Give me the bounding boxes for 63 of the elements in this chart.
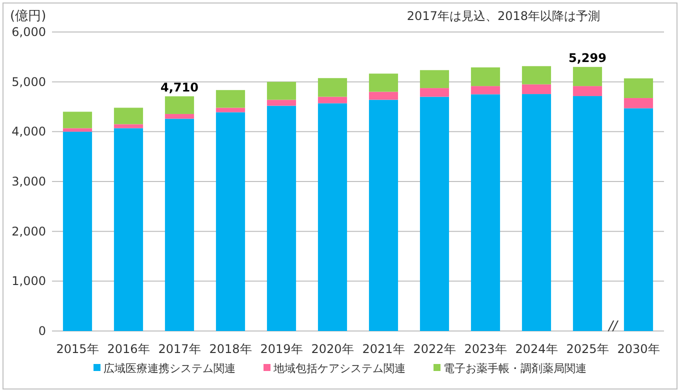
bar [420, 88, 450, 97]
x-tick-label: 2016年 [107, 342, 150, 356]
y-tick-label: 2,000 [12, 224, 46, 238]
y-tick-label: 4,000 [12, 124, 46, 139]
bar [114, 108, 144, 124]
y-tick-label: 1,000 [12, 274, 46, 288]
bar [368, 100, 398, 331]
legend-label: 広域医療連携システム関連 [104, 362, 236, 375]
bar [572, 66, 602, 86]
x-tick-label: 2022年 [413, 342, 456, 356]
text: 2017年は見込、2018年以降は予測 [406, 9, 600, 23]
y-tick-label: 5,000 [12, 74, 46, 89]
bar [318, 96, 348, 104]
bar [470, 94, 500, 331]
bar [164, 118, 194, 331]
x-tick-label: 2024年 [515, 342, 558, 356]
bar [266, 100, 296, 106]
bar [572, 96, 602, 331]
legend-label: 地域包括ケアシステム関連 [272, 362, 406, 375]
y-tick-label: 0 [38, 324, 46, 338]
bar [164, 96, 194, 114]
bar [420, 70, 450, 88]
bar [420, 96, 450, 331]
bar [522, 94, 552, 331]
x-tick-label: 2023年 [464, 342, 507, 356]
bar [522, 66, 552, 84]
bar [216, 108, 246, 112]
bar [522, 84, 552, 94]
total-label: 5,299 [568, 50, 606, 65]
annotation: // [608, 319, 619, 334]
x-tick-label: 2021年 [362, 342, 405, 356]
y-tick-label: 3,000 [12, 174, 46, 188]
x-tick-label: 2015年 [56, 342, 99, 356]
legend-label: 電子お薬手帳・調剤薬局関連 [444, 362, 586, 375]
bar [368, 74, 398, 92]
x-tick-label: 2025年 [566, 342, 609, 356]
y-axis-title: (億円) [10, 9, 46, 24]
bar [266, 82, 296, 100]
bar [318, 78, 348, 97]
bar [164, 114, 194, 119]
x-tick-label: 2020年 [311, 342, 354, 356]
bar [62, 132, 92, 331]
bar [216, 90, 246, 108]
y-tick-label: 6,000 [12, 25, 46, 39]
bar [624, 78, 654, 98]
bar [266, 106, 296, 331]
bar [114, 128, 144, 331]
bar [114, 124, 144, 128]
bar [62, 128, 92, 132]
x-tick-label: 2030年 [617, 342, 660, 356]
bar [216, 112, 246, 331]
x-tick-label: 2019年 [260, 342, 303, 356]
bar [624, 98, 654, 108]
bar [62, 112, 92, 128]
bar [368, 92, 398, 100]
x-tick-label: 2018年 [209, 342, 252, 356]
total-label: 4,710 [160, 80, 198, 94]
bar [572, 86, 602, 96]
bar [318, 103, 348, 331]
x-tick-label: 2017年 [158, 342, 201, 356]
bar [470, 86, 500, 94]
bar [470, 67, 500, 86]
bar [624, 108, 654, 331]
